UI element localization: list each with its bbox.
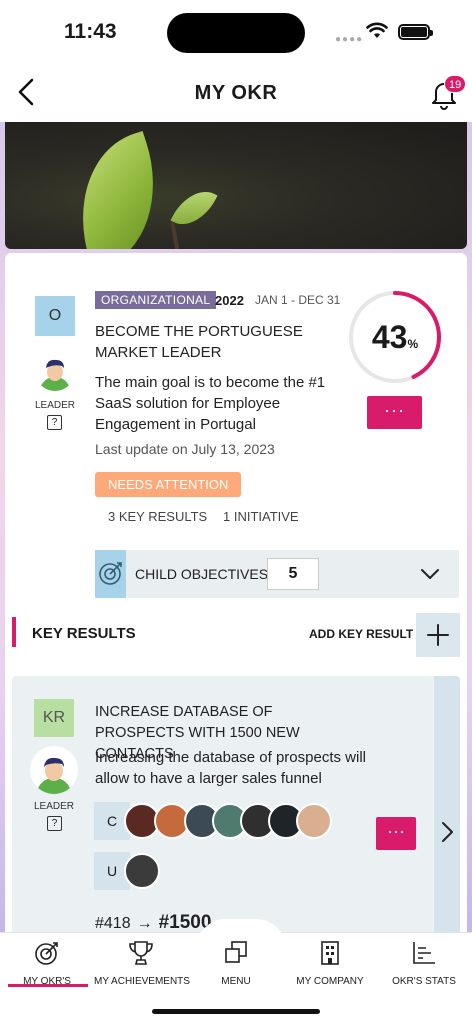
- chevron-down-icon[interactable]: [419, 564, 441, 584]
- contributor-avatar[interactable]: [296, 803, 332, 839]
- battery-icon: [398, 24, 433, 40]
- dynamic-island: [167, 13, 305, 53]
- child-objectives-bar[interactable]: CHILD OBJECTIVES 5: [95, 550, 459, 598]
- status-time: 11:43: [64, 20, 117, 43]
- key-result-title[interactable]: INCREASE DATABASE OF PROSPECTS WITH 1500…: [95, 704, 300, 762]
- key-results-heading: KEY RESULTS: [32, 625, 136, 642]
- person-icon: [36, 757, 72, 794]
- target-icon: [35, 942, 58, 965]
- plus-icon: [427, 624, 449, 646]
- objective-date-range: JAN 1 - DEC 31: [255, 293, 341, 307]
- page-title: MY OKR: [194, 82, 278, 104]
- key-result-more-button[interactable]: ···: [376, 817, 416, 850]
- help-icon[interactable]: ?: [47, 415, 62, 430]
- status-badge: NEEDS ATTENTION: [95, 472, 242, 497]
- status-bar: 11:43 ●●●●: [0, 0, 472, 64]
- back-arrow-icon[interactable]: [14, 76, 42, 108]
- leader-label: LEADER: [34, 400, 75, 411]
- person-icon: [39, 359, 71, 391]
- last-update: Last update on July 13, 2023: [95, 441, 275, 457]
- leader-avatar[interactable]: [35, 351, 75, 391]
- leaf-graphic: [56, 130, 180, 249]
- target-icon: [95, 550, 126, 598]
- bottom-tab-bar: MY OKR'S MY ACHIEVEMENTS MENU MY COMPANY…: [0, 919, 472, 1024]
- user-avatar[interactable]: [124, 853, 160, 889]
- initiatives-count[interactable]: 1 INITIATIVE: [223, 509, 299, 524]
- top-header: MY OKR 19: [0, 64, 472, 122]
- objective-title[interactable]: BECOME THE PORTUGUESE MARKET LEADER: [95, 323, 303, 361]
- help-icon[interactable]: ?: [47, 816, 62, 831]
- add-key-result-button[interactable]: [416, 613, 460, 657]
- content-scroll[interactable]: O LEADER ? ORGANIZATIONAL 2022 JAN 1 - D…: [0, 122, 472, 932]
- tab-my-company[interactable]: MY COMPANY: [283, 939, 377, 987]
- stem-graphic: [170, 221, 180, 249]
- trophy-icon: [129, 941, 153, 965]
- key-result-values: #418 → #1500: [95, 912, 211, 932]
- child-objectives-label: CHILD OBJECTIVES: [135, 566, 269, 582]
- home-indicator: [152, 1009, 320, 1014]
- tab-my-achievements[interactable]: MY ACHIEVEMENTS: [94, 939, 190, 987]
- hero-image: [5, 122, 467, 249]
- objective-year: 2022: [215, 293, 244, 308]
- menu-squares-icon: [225, 941, 247, 963]
- key-results-header: KEY RESULTS ADD KEY RESULT: [12, 613, 460, 659]
- target-value: #1500: [158, 912, 212, 932]
- objective-more-button[interactable]: ···: [367, 396, 422, 429]
- add-key-result-label[interactable]: ADD KEY RESULT: [309, 627, 414, 641]
- building-icon: [321, 941, 339, 965]
- tab-okrs-stats[interactable]: OKR'S STATS: [377, 939, 471, 987]
- arrow-right-icon: →: [136, 915, 153, 932]
- child-objectives-count: 5: [267, 558, 319, 590]
- tab-bar-notch: [196, 919, 286, 949]
- start-value: #418: [95, 915, 131, 932]
- wifi-icon: [366, 22, 388, 38]
- key-results-count[interactable]: 3 KEY RESULTS: [108, 509, 208, 524]
- signal-dots-icon: ●●●●: [335, 34, 364, 45]
- key-result-leader-avatar[interactable]: [30, 746, 78, 794]
- objective-description: The main goal is to become the #1 SaaS s…: [95, 374, 326, 433]
- progress-value: 43%: [371, 319, 419, 355]
- notification-badge: 19: [444, 75, 467, 93]
- chevron-right-icon[interactable]: [438, 819, 456, 845]
- active-tab-indicator: [8, 984, 88, 987]
- small-leaf-graphic: [170, 181, 218, 235]
- objective-type-tag: ORGANIZATIONAL: [95, 291, 217, 309]
- key-result-description: Increasing the database of prospects wil…: [95, 749, 366, 787]
- tab-menu[interactable]: MENU: [189, 939, 283, 987]
- objective-avatar: O: [35, 296, 75, 336]
- tab-my-okrs[interactable]: MY OKR'S: [0, 939, 94, 987]
- section-accent: [12, 617, 16, 647]
- key-result-card[interactable]: KR LEADER ? INCREASE DATABASE OF PROSPEC…: [12, 676, 460, 932]
- key-result-badge: KR: [34, 699, 74, 737]
- key-result-leader-label: LEADER: [33, 801, 74, 812]
- stats-icon: [413, 942, 435, 964]
- key-result-expand-strip[interactable]: [434, 676, 460, 932]
- progress-ring: [349, 291, 441, 383]
